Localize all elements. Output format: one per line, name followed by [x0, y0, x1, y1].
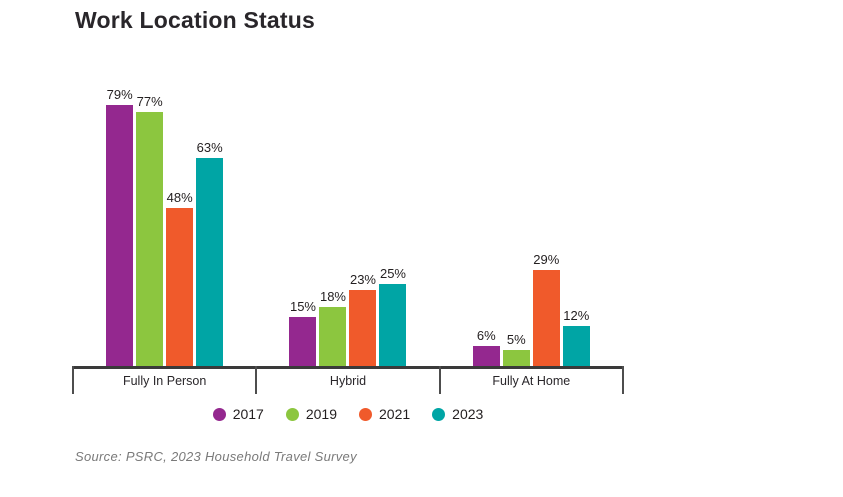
legend-label: 2023: [452, 406, 484, 422]
bar-value-label: 63%: [196, 140, 223, 156]
bar-with-label: 29%: [532, 252, 560, 366]
bar-2019: [136, 111, 164, 366]
bar-with-label: 25%: [379, 265, 407, 366]
bar-value-label: 77%: [136, 93, 163, 109]
bar-value-label: 6%: [476, 328, 496, 344]
bar-value-label: 18%: [319, 288, 346, 304]
bar-2023: [196, 158, 224, 366]
category-label: Fully In Person: [122, 374, 207, 388]
bar-with-label: 48%: [166, 189, 194, 366]
bar-2019: [502, 349, 530, 366]
x-axis-line: [73, 366, 623, 369]
bar-2021: [532, 270, 560, 366]
bar-with-label: 18%: [319, 288, 347, 366]
bar-with-label: 12%: [562, 308, 590, 366]
bar-with-label: 77%: [136, 93, 164, 366]
bar-value-label: 15%: [289, 298, 316, 314]
bar-groups: 79% 77% 48% 63% 15% 18% 23% 25% 6% 5% 29% 12%: [73, 36, 623, 366]
bar-2019: [319, 306, 347, 366]
bar-group: 15% 18% 23% 25%: [256, 36, 439, 366]
x-axis-tick: [72, 366, 74, 394]
legend-dot-icon: [432, 407, 446, 421]
bar-2021: [166, 207, 194, 366]
bar-with-label: 79%: [106, 87, 134, 366]
legend-dot-icon: [359, 407, 372, 421]
legend-label: 2021: [379, 406, 411, 422]
bar-2023: [562, 326, 590, 366]
bar-group: 6% 5% 29% 12%: [440, 36, 623, 366]
bar-value-label: 25%: [379, 265, 406, 281]
legend-label: 2017: [232, 406, 264, 422]
legend-item-2017: 2017: [212, 406, 264, 422]
bar-value-label: 48%: [166, 189, 193, 205]
bar-value-label: 23%: [349, 272, 376, 288]
category-label: Fully At Home: [492, 374, 571, 388]
x-axis-tick: [438, 366, 441, 394]
legend-dot-icon: [212, 407, 226, 421]
legend-item-2019: 2019: [285, 406, 337, 422]
bar-2021: [349, 290, 377, 366]
plot-area: 79% 77% 48% 63% 15% 18% 23% 25% 6% 5% 29% 12%: [73, 36, 623, 366]
bar-with-label: 63%: [196, 140, 224, 366]
bar-with-label: 23%: [349, 272, 377, 366]
legend-dot-icon: [285, 407, 299, 421]
x-axis-tick: [622, 366, 624, 394]
source-note: Source: PSRC, 2023 Household Travel Surv…: [75, 449, 357, 464]
x-axis-tick: [255, 366, 258, 394]
legend-item-2021: 2021: [359, 406, 410, 422]
bar-2017: [106, 105, 134, 366]
bar-value-label: 5%: [506, 331, 526, 347]
category-label: Hybrid: [329, 374, 367, 388]
legend-item-2023: 2023: [432, 406, 483, 422]
bar-2017: [289, 316, 317, 366]
bar-with-label: 6%: [472, 328, 500, 366]
bar-value-label: 29%: [533, 252, 560, 268]
bar-value-label: 12%: [563, 308, 590, 324]
bar-2023: [379, 283, 407, 366]
bar-value-label: 79%: [106, 87, 133, 103]
bar-chart: 79% 77% 48% 63% 15% 18% 23% 25% 6% 5% 29% 12% Fully…: [72, 36, 624, 428]
bar-with-label: 5%: [502, 331, 530, 366]
bar-group: 79% 77% 48% 63%: [73, 36, 256, 366]
chart-legend: 2017 2019 2021 2023: [73, 406, 623, 422]
category-labels: Fully In Person Hybrid Fully At Home: [73, 371, 623, 388]
chart-title: Work Location Status: [75, 7, 315, 33]
legend-label: 2019: [305, 406, 337, 422]
bar-with-label: 15%: [289, 298, 317, 366]
bar-2017: [472, 346, 500, 366]
